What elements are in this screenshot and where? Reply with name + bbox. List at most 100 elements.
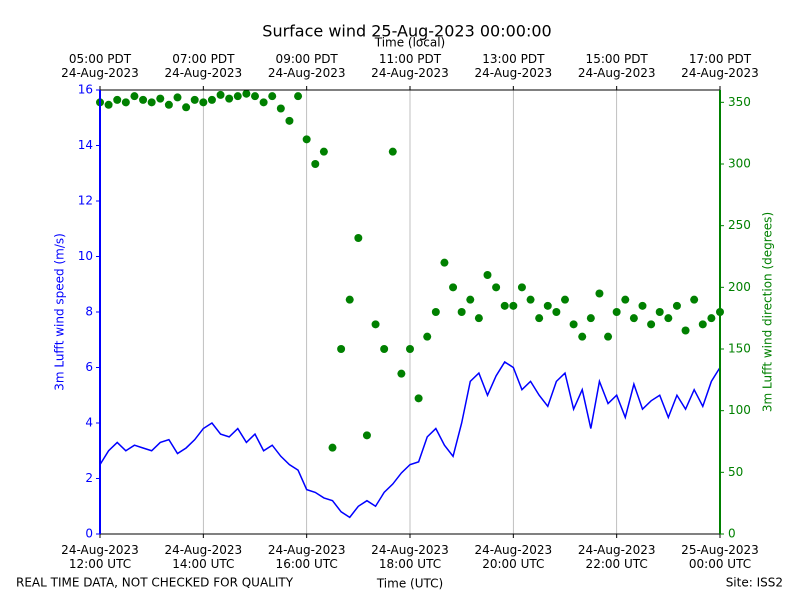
direction-point <box>147 98 156 107</box>
direction-point <box>664 314 673 323</box>
direction-point <box>225 94 234 103</box>
direction-point <box>302 135 311 144</box>
x2-tick-label: 15:00 PDT 24-Aug-2023 <box>577 52 656 80</box>
y2-tick-label: 250 <box>728 218 751 232</box>
y-tick-label: 16 <box>78 83 93 97</box>
direction-point <box>397 369 406 378</box>
y-tick-label: 2 <box>85 471 93 485</box>
x2-tick-label: 05:00 PDT 24-Aug-2023 <box>61 52 139 80</box>
site-label: Site: ISS2 <box>726 576 783 590</box>
y-tick-label: 6 <box>85 360 93 374</box>
y2-tick-label: 50 <box>728 465 743 479</box>
x-axis-label: Time (UTC) <box>376 577 443 591</box>
direction-point <box>199 98 208 107</box>
y2-tick-label: 200 <box>728 280 751 294</box>
direction-point <box>259 98 268 107</box>
direction-point <box>604 332 613 341</box>
y2-tick-label: 150 <box>728 342 751 356</box>
y-tick-label: 10 <box>78 249 93 263</box>
x2-axis-label: Time (local) <box>374 36 446 50</box>
direction-point <box>113 95 122 104</box>
direction-point <box>319 147 328 156</box>
direction-point <box>104 100 113 109</box>
direction-point <box>655 308 664 316</box>
speed-line <box>99 360 721 519</box>
direction-point <box>406 345 414 353</box>
direction-point <box>190 95 199 104</box>
y-axis-label: 3m Lufft wind speed (m/s) <box>53 233 67 391</box>
chart-title: Surface wind 25-Aug-2023 00:00:00 <box>262 22 551 41</box>
direction-point <box>414 394 423 403</box>
y-tick-label: 12 <box>78 194 93 208</box>
direction-point <box>251 92 259 101</box>
direction-point <box>543 301 552 310</box>
direction-point <box>517 283 526 292</box>
direction-point <box>121 98 130 107</box>
direction-point <box>440 258 449 267</box>
direction-point <box>207 95 216 104</box>
direction-point <box>492 283 501 292</box>
direction-point <box>268 92 277 101</box>
x2-tick-label: 09:00 PDT 24-Aug-2023 <box>267 52 346 80</box>
direction-point <box>595 289 604 298</box>
x-tick-label: 24-Aug-2023 16:00 UTC <box>267 543 346 571</box>
direction-point <box>328 443 337 452</box>
y-tick-label: 0 <box>85 527 93 541</box>
direction-point <box>552 308 561 316</box>
direction-point <box>629 314 638 323</box>
direction-point <box>380 345 389 353</box>
direction-point <box>423 332 432 341</box>
direction-point <box>681 326 690 335</box>
direction-point <box>578 332 587 341</box>
y2-tick-label: 350 <box>728 95 751 109</box>
direction-point <box>672 301 681 310</box>
direction-point <box>561 295 569 304</box>
x-tick-label: 24-Aug-2023 12:00 UTC <box>61 543 139 571</box>
x2-tick-label: 13:00 PDT 24-Aug-2023 <box>474 52 553 80</box>
direction-point <box>526 295 535 304</box>
direction-point <box>285 116 294 125</box>
direction-point <box>466 295 475 304</box>
direction-point <box>216 90 225 99</box>
direction-point <box>621 295 630 304</box>
direction-point <box>569 320 578 329</box>
direction-point <box>337 345 346 353</box>
direction-point <box>388 147 397 156</box>
footer-note: REAL TIME DATA, NOT CHECKED FOR QUALITY <box>16 576 294 590</box>
direction-point <box>483 271 492 279</box>
y2-tick-label: 0 <box>728 527 736 541</box>
y2-tick-label: 100 <box>728 403 751 417</box>
direction-point <box>294 92 303 101</box>
x-tick-label: 24-Aug-2023 20:00 UTC <box>474 543 553 571</box>
direction-point <box>500 301 509 310</box>
direction-point <box>362 431 371 440</box>
direction-point <box>139 95 148 104</box>
direction-point <box>509 301 518 310</box>
direction-point <box>449 283 458 292</box>
direction-point <box>345 295 354 304</box>
x-tick-label: 24-Aug-2023 22:00 UTC <box>577 543 656 571</box>
direction-point <box>431 308 440 316</box>
direction-point <box>173 93 182 102</box>
direction-point <box>707 314 716 323</box>
y2-tick-label: 300 <box>728 157 751 171</box>
x-tick-label: 25-Aug-2023 00:00 UTC <box>681 543 759 571</box>
direction-point <box>242 89 251 98</box>
direction-point <box>535 314 544 323</box>
direction-point <box>647 320 656 329</box>
direction-point <box>698 320 707 329</box>
y-tick-label: 14 <box>78 138 93 152</box>
direction-point <box>586 314 595 323</box>
x2-tick-label: 11:00 PDT 24-Aug-2023 <box>371 52 449 80</box>
direction-point <box>612 308 621 316</box>
direction-point <box>130 92 139 101</box>
y-tick-label: 4 <box>85 416 93 430</box>
direction-point <box>638 301 647 310</box>
y2-axis-label: 3m Lufft wind direction (degrees) <box>761 212 775 412</box>
direction-point <box>690 295 699 304</box>
direction-point <box>156 94 165 103</box>
direction-point <box>371 320 380 329</box>
direction-point <box>457 308 466 316</box>
direction-point <box>164 100 173 109</box>
